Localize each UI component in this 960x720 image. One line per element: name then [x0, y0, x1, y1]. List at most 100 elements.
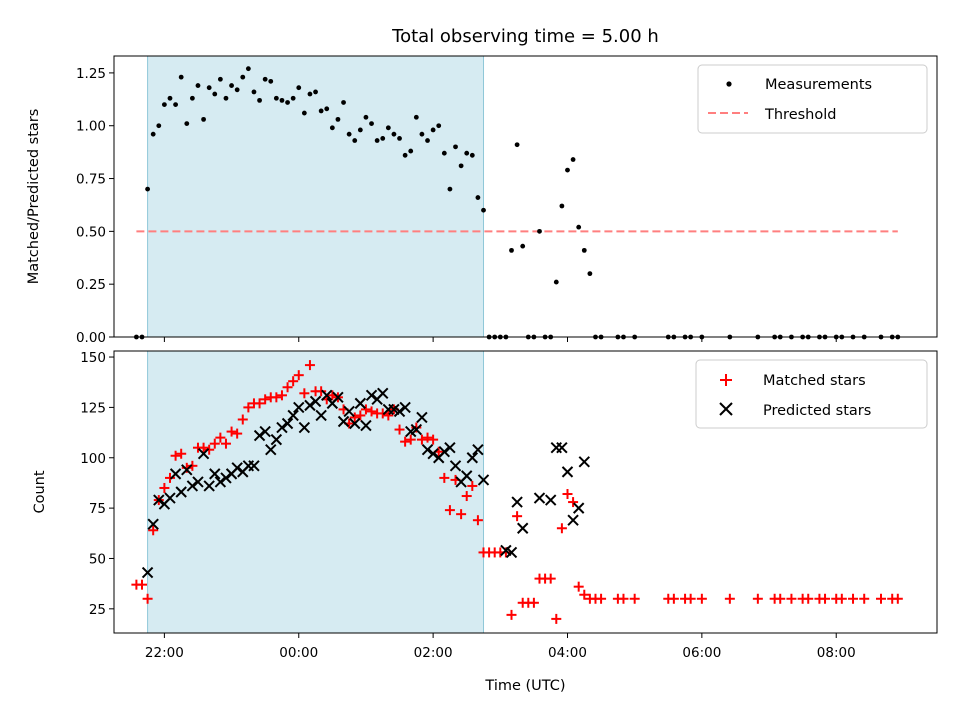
predicted-star-point [248, 460, 260, 472]
measurement-point [150, 131, 156, 137]
measurement-point [436, 123, 442, 129]
measurement-point [307, 91, 313, 97]
bottom-y-tick-label: 25 [89, 602, 106, 618]
matched-star-point [282, 382, 293, 393]
matched-star-point [892, 593, 903, 604]
matched-star-point [428, 434, 439, 445]
predicted-star-point [466, 452, 479, 464]
measurement-point [369, 121, 374, 127]
measurement-point [223, 95, 229, 101]
matched-star-point [786, 593, 797, 604]
predicted-star-point [427, 448, 439, 460]
measurement-point [173, 102, 178, 107]
measurement-point [464, 150, 470, 156]
top-y-tick-label: 1.00 [76, 119, 106, 135]
measurement-point [419, 131, 425, 137]
predicted-star-point [304, 399, 316, 412]
predicted-star-point [472, 443, 484, 456]
matched-star-point [293, 370, 304, 381]
legend-matched-marker [720, 374, 732, 386]
predicted-star-point [337, 415, 350, 428]
matched-star-point [545, 573, 556, 584]
matched-star-point [232, 428, 243, 439]
measurement-point [481, 207, 486, 213]
matched-star-point [752, 593, 763, 604]
predicted-star-point [169, 468, 182, 480]
matched-star-point [394, 424, 405, 435]
measurement-point [329, 125, 335, 131]
predicted-star-point [214, 476, 227, 488]
matched-star-point [377, 408, 388, 419]
predicted-star-point [281, 417, 294, 430]
predicted-star-point [186, 480, 199, 492]
predicted-star-point [287, 409, 299, 422]
matched-star-point [551, 613, 562, 624]
matched-star-point [204, 444, 215, 455]
measurement-point [301, 110, 307, 116]
measurement-point [408, 148, 414, 154]
measurement-point [363, 114, 369, 120]
matched-star-point [444, 505, 455, 516]
matched-star-point [304, 360, 315, 371]
predicted-star-point [220, 472, 232, 484]
measurement-point [206, 85, 212, 91]
measurement-point [257, 97, 262, 103]
matched-star-point [164, 472, 175, 483]
measurement-point [184, 121, 190, 127]
measurement-point [453, 144, 458, 150]
matched-star-point [456, 509, 467, 520]
x-tick-label: 04:00 [548, 645, 587, 661]
measurement-point [296, 85, 302, 91]
matched-star-point [848, 593, 859, 604]
measurement-point [352, 138, 358, 143]
matched-star-point [668, 593, 679, 604]
measurement-point [234, 87, 240, 93]
matched-star-point [299, 388, 310, 399]
top-y-tick-label: 0.00 [76, 330, 106, 346]
top-y-tick-label: 1.25 [76, 66, 106, 82]
measurement-point [341, 100, 346, 105]
matched-star-point [405, 434, 416, 445]
measurement-point [514, 142, 520, 148]
x-tick-label: 00:00 [279, 645, 318, 661]
measurement-point [430, 127, 436, 133]
measurement-point [145, 186, 150, 192]
measurement-point [313, 89, 318, 95]
matched-star-point [198, 442, 209, 453]
measurement-point [324, 106, 330, 112]
matched-star-point [237, 414, 248, 425]
matched-star-point [696, 593, 707, 604]
measurement-point [374, 138, 380, 143]
legend-predicted-marker [719, 402, 733, 416]
measurement-point [553, 279, 559, 285]
measurement-point [385, 125, 391, 131]
matched-star-point [383, 410, 394, 421]
predicted-star-point [164, 492, 176, 504]
predicted-star-point [377, 387, 389, 400]
predicted-star-point [293, 401, 305, 414]
predicted-star-point [147, 518, 159, 530]
measurement-point [161, 102, 167, 107]
predicted-star-point [393, 405, 406, 418]
predicted-star-point [461, 470, 473, 482]
predicted-star-point [270, 433, 283, 446]
matched-star-point [209, 438, 220, 449]
matched-star-point [355, 410, 366, 421]
predicted-star-point [298, 421, 311, 434]
x-tick-label: 06:00 [682, 645, 721, 661]
predicted-star-point [533, 492, 546, 504]
bottom-legend: Matched stars Predicted stars [695, 359, 928, 429]
predicted-star-point [141, 566, 154, 579]
matched-star-point [276, 390, 287, 401]
measurement-point [229, 83, 234, 88]
bottom-x-ticks: 22:00 00:00 02:00 04:00 06:00 08:00 [145, 633, 856, 661]
matched-star-point [422, 432, 433, 443]
measurement-point [576, 224, 582, 230]
bottom-y-axis-label: Count [32, 470, 48, 513]
bottom-axes-frame [113, 350, 938, 634]
predicted-star-point [505, 546, 518, 559]
measurement-point [391, 131, 397, 137]
matched-star-point [556, 523, 567, 534]
x-tick-label: 22:00 [145, 645, 184, 661]
predicted-star-point [153, 494, 165, 506]
